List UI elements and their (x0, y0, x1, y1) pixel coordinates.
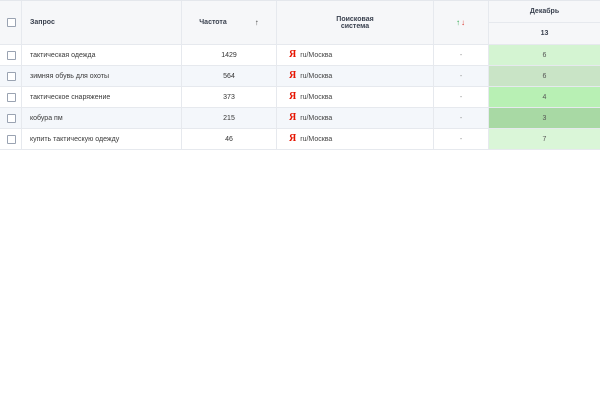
header-day[interactable]: 13 (489, 23, 600, 44)
row-4-region: ru/Москва (300, 114, 333, 122)
row-checkbox[interactable] (7, 134, 16, 144)
header-engine-label: Поисковая система (336, 15, 374, 30)
row-4-engine: Я ru/Москва (277, 108, 434, 129)
row-4-position[interactable]: 3 (489, 108, 600, 129)
header-frequency[interactable]: Частота ↑ (182, 1, 277, 45)
arrow-up-icon: ↑ (456, 18, 461, 27)
row-1-position[interactable]: 6 (489, 45, 600, 66)
header-change[interactable]: ↑↓ (434, 1, 489, 45)
row-1-engine: Я ru/Москва (277, 45, 434, 66)
row-1-region: ru/Москва (300, 51, 333, 59)
row-3-engine: Я ru/Москва (277, 87, 434, 108)
select-all-checkbox[interactable] (7, 18, 16, 27)
row-checkbox[interactable] (7, 92, 16, 102)
row-4-frequency: 215 (182, 108, 277, 129)
change-arrows-icon[interactable]: ↑↓ (456, 18, 466, 27)
header-select-all-cell (0, 1, 22, 45)
row-3-frequency: 373 (182, 87, 277, 108)
header-frequency-label: Частота (199, 19, 227, 26)
row-2-frequency: 564 (182, 66, 277, 87)
row-5-position[interactable]: 7 (489, 129, 600, 150)
row-5-select-cell (0, 129, 22, 150)
row-4-select-cell (0, 108, 22, 129)
row-1-frequency: 1429 (182, 45, 277, 66)
row-5-engine: Я ru/Москва (277, 129, 434, 150)
yandex-logo-icon: Я (289, 133, 297, 144)
row-2-query: зимняя обувь для охоты (22, 66, 182, 87)
yandex-logo-icon: Я (289, 70, 297, 81)
row-5-change: - (434, 129, 489, 150)
yandex-logo-icon: Я (289, 112, 297, 123)
row-2-region: ru/Москва (300, 72, 333, 80)
row-1-select-cell (0, 45, 22, 66)
header-month: Декабрь (489, 1, 600, 23)
header-date: Декабрь 13 (489, 1, 600, 45)
yandex-logo-icon: Я (289, 91, 297, 102)
row-3-query: тактическое снаряжение (22, 87, 182, 108)
row-2-position[interactable]: 6 (489, 66, 600, 87)
sort-arrow-icon[interactable]: ↑ (254, 18, 259, 27)
row-5-query: купить тактическую одежду (22, 129, 182, 150)
row-5-frequency: 46 (182, 129, 277, 150)
yandex-logo-icon: Я (289, 49, 297, 60)
row-3-position[interactable]: 4 (489, 87, 600, 108)
row-2-select-cell (0, 66, 22, 87)
row-checkbox[interactable] (7, 71, 16, 81)
row-5-region: ru/Москва (300, 135, 333, 143)
header-engine: Поисковая система (277, 1, 434, 45)
row-4-query: кобура пм (22, 108, 182, 129)
row-4-change: - (434, 108, 489, 129)
row-2-change: - (434, 66, 489, 87)
row-2-engine: Я ru/Москва (277, 66, 434, 87)
row-checkbox[interactable] (7, 113, 16, 123)
row-3-select-cell (0, 87, 22, 108)
row-3-region: ru/Москва (300, 93, 333, 101)
row-1-query: тактическая одежда (22, 45, 182, 66)
row-1-change: - (434, 45, 489, 66)
header-query[interactable]: Запрос (22, 1, 182, 45)
header-query-label: Запрос (30, 19, 55, 26)
arrow-down-icon: ↓ (461, 18, 466, 27)
row-checkbox[interactable] (7, 50, 16, 60)
row-3-change: - (434, 87, 489, 108)
positions-table: Запрос Частота ↑ Поисковая система ↑↓ Де… (0, 0, 600, 150)
